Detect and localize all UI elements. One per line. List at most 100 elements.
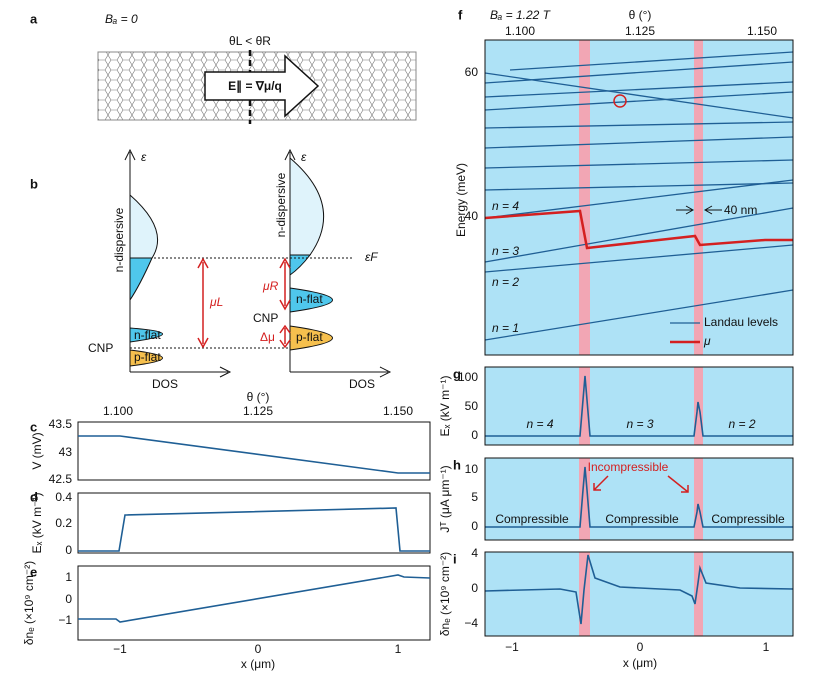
axis-title: x (μm) bbox=[623, 656, 657, 670]
band-label: p-flat bbox=[296, 330, 323, 344]
arrow-label: E∥ = ∇μ/q bbox=[228, 79, 282, 93]
energy-label: ε bbox=[301, 150, 307, 164]
plot-bg bbox=[485, 367, 793, 445]
axis-title: θ (°) bbox=[629, 8, 652, 22]
dos-label: DOS bbox=[349, 377, 375, 391]
tick-label: 1.100 bbox=[103, 404, 133, 418]
mu-label: μL bbox=[209, 295, 223, 309]
tick-label: 10 bbox=[465, 462, 479, 476]
tick-label: 0 bbox=[471, 519, 478, 533]
tick-label: 43.5 bbox=[49, 417, 73, 431]
panel-label: c bbox=[30, 419, 37, 434]
tick-label: 0 bbox=[255, 642, 262, 656]
plot-frame bbox=[77, 421, 431, 481]
axis-title: Jᵀ (μA μm⁻¹) bbox=[438, 465, 452, 532]
tick-label: 1 bbox=[65, 570, 72, 584]
n-flat-band bbox=[129, 327, 163, 343]
voltage-curve bbox=[78, 435, 430, 474]
tick-label: −1 bbox=[58, 613, 72, 627]
tick-label: 1.100 bbox=[505, 24, 535, 38]
panel-label: a bbox=[30, 11, 38, 26]
band-label: n-flat bbox=[134, 328, 161, 342]
annotation-arrows bbox=[593, 475, 689, 493]
width-arrows bbox=[676, 205, 722, 215]
mu-arrow bbox=[279, 257, 291, 349]
plot-bg bbox=[485, 40, 793, 355]
tick-label: 1 bbox=[763, 640, 770, 654]
current-curve bbox=[485, 466, 793, 528]
region-label: Compressible bbox=[605, 512, 679, 526]
level-label: n = 4 bbox=[492, 199, 519, 213]
tick-label: 0.4 bbox=[55, 490, 72, 504]
tick-label: −1 bbox=[113, 642, 127, 656]
energy-label: ε bbox=[141, 150, 147, 164]
tick-label: 1.150 bbox=[747, 24, 777, 38]
tick-label: 50 bbox=[465, 399, 479, 413]
tick-label: 0 bbox=[65, 543, 72, 557]
axis-title: Eₓ (kV m⁻¹) bbox=[30, 493, 44, 554]
panel-label: h bbox=[453, 457, 461, 472]
tick-label: 0.2 bbox=[55, 516, 72, 530]
band-label: p-flat bbox=[134, 350, 161, 364]
p-flat-band bbox=[289, 325, 333, 351]
plot-frame bbox=[484, 366, 794, 446]
tick-label: 1.125 bbox=[625, 24, 655, 38]
axis-title: θ (°) bbox=[247, 390, 270, 404]
axis-title: Eₓ (kV m⁻¹) bbox=[438, 376, 452, 437]
landau-levels bbox=[484, 51, 794, 341]
fermi-label: εF bbox=[365, 250, 378, 264]
axis-title: δnₑ (×10⁹ cm⁻²) bbox=[22, 561, 36, 645]
cnp-label: CNP bbox=[88, 341, 113, 355]
crossing-marker bbox=[613, 94, 627, 108]
axis-title: x (μm) bbox=[241, 657, 275, 671]
region-label: Compressible bbox=[495, 512, 569, 526]
level-label: n = 4 bbox=[526, 417, 553, 431]
cnp-label: CNP bbox=[253, 311, 278, 325]
band-label: n-dispersive bbox=[112, 207, 126, 272]
width-label: 40 nm bbox=[724, 203, 757, 217]
density-curve bbox=[78, 574, 431, 623]
legend-label: μ bbox=[703, 334, 711, 348]
panel-label: i bbox=[453, 551, 457, 566]
tick-label: 60 bbox=[465, 65, 479, 79]
level-label: n = 2 bbox=[492, 275, 519, 289]
tick-label: 1.125 bbox=[243, 404, 273, 418]
plot-frame bbox=[484, 457, 794, 541]
tick-label: 0 bbox=[637, 640, 644, 654]
level-label: n = 3 bbox=[492, 244, 519, 258]
tick-label: 5 bbox=[471, 490, 478, 504]
annotation: Incompressible bbox=[588, 460, 669, 474]
field-label: Bₐ = 0 bbox=[105, 12, 138, 26]
level-label: n = 1 bbox=[492, 321, 519, 335]
axis-title: Energy (meV) bbox=[454, 163, 468, 237]
density-curve bbox=[484, 554, 794, 625]
plot-frame bbox=[77, 492, 431, 554]
mu-line bbox=[484, 209, 793, 250]
tick-label: 100 bbox=[458, 370, 478, 384]
mu-arrow bbox=[197, 257, 209, 349]
n-flat-band bbox=[289, 287, 333, 313]
panel-label: f bbox=[458, 7, 463, 22]
region-label: Compressible bbox=[711, 512, 785, 526]
tick-label: 0 bbox=[471, 428, 478, 442]
filled-band bbox=[129, 257, 153, 302]
tick-label: 1.150 bbox=[383, 404, 413, 418]
field-curve bbox=[78, 507, 430, 552]
tick-label: 43 bbox=[59, 445, 73, 459]
band-label: n-dispersive bbox=[274, 172, 288, 237]
field-arrow bbox=[204, 54, 320, 118]
tick-label: −4 bbox=[464, 616, 478, 630]
tick-label: 4 bbox=[471, 546, 478, 560]
band-label: n-flat bbox=[296, 292, 323, 306]
tick-label: 42.5 bbox=[49, 472, 73, 486]
level-label: n = 3 bbox=[626, 417, 653, 431]
tick-label: 40 bbox=[465, 209, 479, 223]
axis-title: δnₑ (×10⁹ cm⁻²) bbox=[438, 552, 452, 636]
twist-label: θL < θR bbox=[229, 34, 271, 48]
panel-label: e bbox=[30, 564, 37, 579]
panel-label: d bbox=[30, 489, 38, 504]
panel-label: b bbox=[30, 176, 38, 191]
field-curve bbox=[485, 375, 793, 437]
axis-title: V (mV) bbox=[30, 432, 44, 469]
